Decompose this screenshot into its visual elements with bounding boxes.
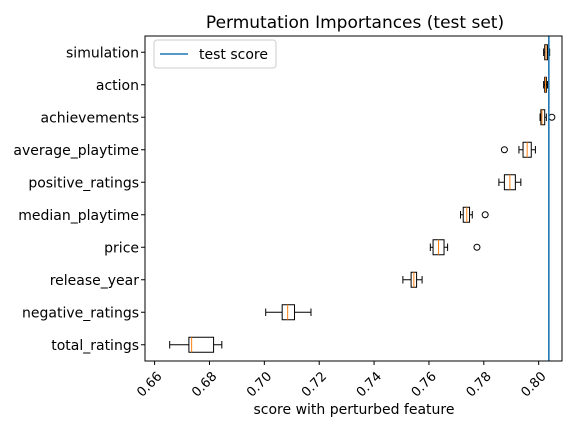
- y-tick-label-negative_ratings: negative_ratings: [22, 305, 139, 321]
- box-release_year: [402, 271, 423, 288]
- box-median_playtime: [459, 206, 489, 223]
- y-tick-label-release_year: release_year: [50, 273, 140, 289]
- x-axis-label: score with perturbed feature: [254, 402, 455, 418]
- legend: test score: [153, 39, 277, 69]
- y-tick-label-total_ratings: total_ratings: [51, 338, 139, 354]
- y-tick-label-simulation: simulation: [66, 45, 139, 61]
- x-tick-label: 0.80: [518, 369, 549, 400]
- outlier-point: [548, 113, 556, 121]
- y-tick-label-median_playtime: median_playtime: [18, 208, 139, 224]
- x-tick-label: 0.68: [189, 369, 220, 400]
- box-price: [429, 239, 481, 256]
- box-average_playtime: [500, 141, 536, 158]
- plot-frame: [144, 35, 563, 362]
- outlier-point: [500, 146, 508, 154]
- box-total_ratings: [169, 336, 223, 353]
- y-tick-label-achievements: achievements: [41, 110, 139, 126]
- x-tick-label: 0.74: [354, 369, 385, 400]
- box-iqr: [281, 304, 296, 321]
- legend-frame: [153, 39, 277, 69]
- y-axis: total_ratings negative_ratings release_yea…: [13, 45, 145, 354]
- x-tick-label: 0.76: [409, 369, 440, 400]
- box-negative_ratings: [265, 304, 312, 321]
- x-tick-label: 0.72: [299, 369, 330, 400]
- y-tick-label-action: action: [96, 78, 139, 94]
- x-tick-label: 0.78: [464, 369, 495, 400]
- outlier-point: [481, 211, 489, 219]
- box-iqr: [188, 336, 215, 353]
- box-achievements: [539, 109, 556, 126]
- box-iqr: [540, 109, 546, 126]
- y-tick-label-positive_ratings: positive_ratings: [28, 175, 139, 191]
- box-action: [543, 76, 548, 93]
- y-tick-label-average_playtime: average_playtime: [13, 143, 139, 159]
- x-tick-label: 0.70: [244, 369, 275, 400]
- legend-label-test-score: test score: [199, 47, 268, 63]
- y-tick-label-price: price: [104, 240, 139, 256]
- x-axis: 0.66 0.68 0.70 0.72 0.74 0.76 0.78 0.80: [134, 361, 550, 400]
- box-positive_ratings: [498, 174, 522, 191]
- x-tick-label: 0.66: [134, 369, 165, 400]
- box-simulation: [543, 44, 551, 61]
- outlier-point: [473, 243, 481, 251]
- plot-area: [169, 36, 556, 361]
- chart-title: Permutation Importances (test set): [206, 13, 504, 33]
